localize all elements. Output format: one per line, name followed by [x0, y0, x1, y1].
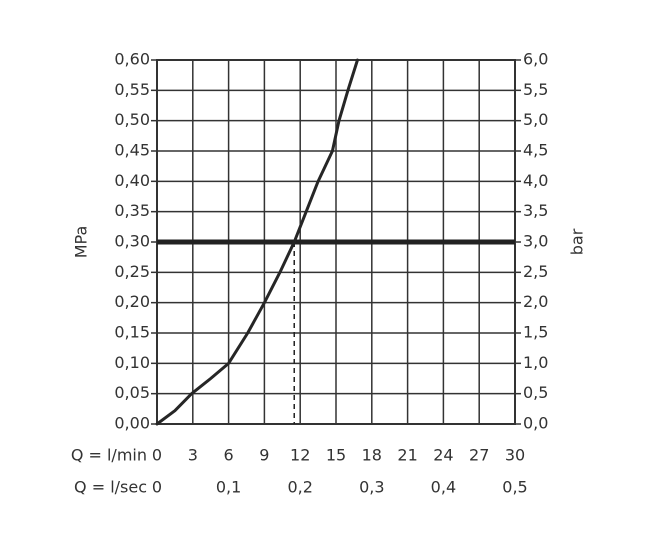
- y-tick-label: 0,45: [114, 141, 150, 160]
- x2-tick-label: 0,5: [502, 478, 527, 497]
- x-tick-label: 27: [469, 446, 489, 465]
- x2-tick-label: 0,2: [287, 478, 312, 497]
- y2-tick-label: 5,5: [523, 80, 548, 99]
- x-tick-label: 6: [224, 446, 234, 465]
- y-tick-label: 0,05: [114, 383, 150, 402]
- y-tick-label: 0,10: [114, 353, 150, 372]
- x-tick-label: 18: [362, 446, 382, 465]
- y2-tick-label: 1,5: [523, 323, 548, 342]
- x-tick-label: 24: [433, 446, 453, 465]
- x2-axis-label: Q = l/sec: [74, 478, 147, 497]
- y2-tick-label: 4,0: [523, 171, 548, 190]
- y-tick-label: 0,55: [114, 80, 150, 99]
- x-tick-label: 0: [152, 446, 162, 465]
- y-axis-label: MPa: [72, 226, 91, 259]
- x2-tick-label: 0,4: [431, 478, 456, 497]
- y-tick-label: 0,50: [114, 110, 150, 129]
- y-tick-label: 0,30: [114, 232, 150, 251]
- x2-tick-label: 0: [152, 478, 162, 497]
- y2-axis-label: bar: [568, 228, 587, 255]
- y2-tick-label: 2,5: [523, 262, 548, 281]
- y-tick-label: 0,15: [114, 323, 150, 342]
- x2-tick-label: 0,1: [216, 478, 241, 497]
- curve: [155, 58, 359, 426]
- x-tick-label: 30: [505, 446, 525, 465]
- x-tick-label: 21: [397, 446, 417, 465]
- y2-tick-label: 4,5: [523, 141, 548, 160]
- y-tick-label: 0,40: [114, 171, 150, 190]
- y-tick-label: 0,25: [114, 262, 150, 281]
- y2-tick-label: 0,5: [523, 383, 548, 402]
- y-tick-label: 0,00: [114, 414, 150, 433]
- y2-tick-label: 2,0: [523, 292, 548, 311]
- y2-tick-label: 0,0: [523, 414, 548, 433]
- x-tick-label: 15: [326, 446, 346, 465]
- y-tick-label: 0,60: [114, 50, 150, 69]
- y-tick-label: 0,35: [114, 201, 150, 220]
- y-tick-label: 0,20: [114, 292, 150, 311]
- x2-tick-label: 0,3: [359, 478, 384, 497]
- y2-tick-label: 1,0: [523, 353, 548, 372]
- y2-tick-label: 5,0: [523, 110, 548, 129]
- y2-tick-label: 6,0: [523, 50, 548, 69]
- y2-tick-label: 3,5: [523, 201, 548, 220]
- x-axis-label: Q = l/min: [71, 446, 147, 465]
- y2-tick-label: 3,0: [523, 232, 548, 251]
- x-tick-label: 3: [188, 446, 198, 465]
- x-tick-label: 9: [259, 446, 269, 465]
- x-tick-label: 12: [290, 446, 310, 465]
